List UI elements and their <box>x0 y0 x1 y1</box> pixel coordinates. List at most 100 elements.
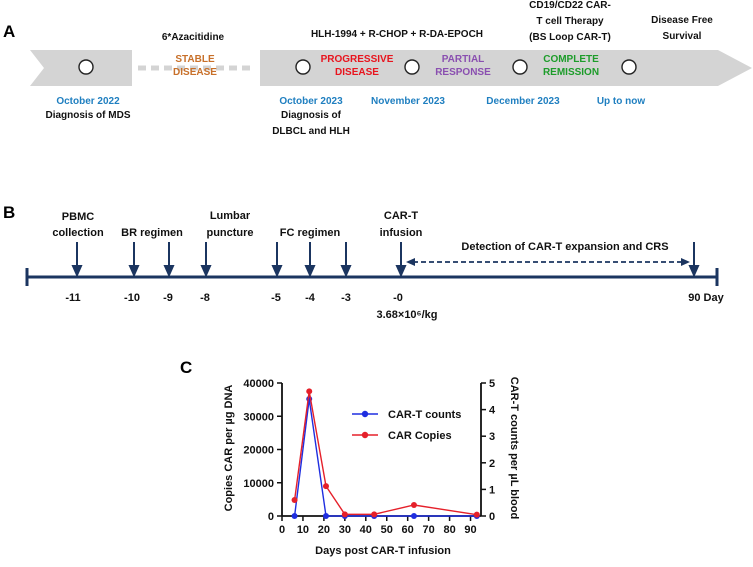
day-label: -3 <box>341 292 351 304</box>
series-point-car-copies <box>291 497 298 504</box>
xtick-label: 30 <box>339 524 351 536</box>
event-date: December 2023 <box>486 96 560 107</box>
series-point-car-t-counts <box>322 513 329 519</box>
xtick-label: 70 <box>423 524 435 536</box>
phase-label-dfs-1: Disease Free <box>651 15 713 26</box>
event-desc: Diagnosis of <box>281 110 342 121</box>
day-label: -0 <box>393 292 403 304</box>
status-complete-2: REMISSION <box>543 67 599 78</box>
event-date: Up to now <box>597 96 646 107</box>
status-progressive-1: PROGRESSIVE <box>321 54 394 65</box>
xtick-label: 0 <box>279 524 285 536</box>
milestone-circle <box>78 59 94 75</box>
xtick-label: 90 <box>464 524 476 536</box>
ytick-label-left: 40000 <box>243 378 274 390</box>
ytick-label-right: 4 <box>489 405 496 417</box>
series-point-car-copies <box>473 511 480 518</box>
panel-b-label: B <box>3 203 15 222</box>
xtick-label: 50 <box>381 524 393 536</box>
phase-label-cart-1: CD19/CD22 CAR- <box>529 0 611 11</box>
xtick-label: 40 <box>360 524 372 536</box>
phase-label-cart-2: T cell Therapy <box>536 16 604 27</box>
step-label-cart-1: CAR-T <box>384 210 418 222</box>
ytick-label-right: 1 <box>489 484 495 496</box>
xtick-label: 20 <box>318 524 330 536</box>
ytick-label-left: 30000 <box>243 411 274 423</box>
day-label: -4 <box>305 292 316 304</box>
panel-c-label: C <box>180 358 192 377</box>
timeline-down-arrowhead <box>340 265 352 278</box>
series-point-car-copies <box>341 511 348 518</box>
timeline-down-arrowhead <box>200 265 212 278</box>
series-point-car-copies <box>371 511 378 518</box>
milestone-circle <box>295 59 311 75</box>
event-date: October 2022 <box>56 96 120 107</box>
series-point-car-copies <box>306 388 313 395</box>
legend-label-cart-counts: CAR-T counts <box>388 409 461 421</box>
detection-arrowhead-right <box>681 258 690 266</box>
status-stable-1: STABLE <box>175 54 215 65</box>
status-progressive-2: DISEASE <box>335 67 379 78</box>
detection-label: Detection of CAR-T expansion and CRS <box>461 241 668 253</box>
step-label-pbmc-2: collection <box>52 227 104 239</box>
series-point-car-copies <box>410 502 417 509</box>
detection-arrowhead-left <box>406 258 415 266</box>
ytick-label-right: 5 <box>489 378 495 390</box>
ytick-label-right: 3 <box>489 431 495 443</box>
chart-ylabel-right: CAR-T counts per µL blood <box>508 377 520 519</box>
status-complete-1: COMPLETE <box>543 54 599 65</box>
event-desc: DLBCL and HLH <box>272 126 350 137</box>
timeline-down-arrowhead <box>304 265 316 278</box>
panel-b: B PBMC collection BR regimen Lumbar punc… <box>3 203 725 321</box>
milestone-circle <box>404 59 420 75</box>
day-label: -10 <box>124 292 140 304</box>
legend-marker-cart-counts <box>361 410 369 418</box>
phase-label-cart-3: (BS Loop CAR-T) <box>529 32 611 43</box>
ytick-label-left: 0 <box>268 511 274 523</box>
timeline-down-arrowhead <box>395 265 407 278</box>
step-label-fc: FC regimen <box>280 227 341 239</box>
day-label: -8 <box>200 292 210 304</box>
xtick-label: 80 <box>443 524 455 536</box>
event-date: November 2023 <box>371 96 445 107</box>
day-label: -9 <box>163 292 173 304</box>
timeline-arrow-main <box>260 50 752 86</box>
legend-marker-car-copies <box>361 431 369 439</box>
status-partial-1: PARTIAL <box>442 54 485 65</box>
step-label-cart-2: infusion <box>380 227 423 239</box>
step-label-lumbar-2: puncture <box>206 227 253 239</box>
dose-label: 3.68×10⁶/kg <box>376 309 437 321</box>
step-label-pbmc-1: PBMC <box>62 211 94 223</box>
phase-label-regimen: HLH-1994 + R-CHOP + R-DA-EPOCH <box>311 29 483 40</box>
series-point-car-t-counts <box>291 513 298 519</box>
panel-a: A 6*Azacitidine HLH-1994 + R-CHOP + R-DA… <box>3 0 752 137</box>
series-point-car-t-counts <box>410 513 417 519</box>
timeline-down-arrowhead <box>128 265 140 278</box>
event-desc: Diagnosis of MDS <box>45 110 130 121</box>
milestone-circle <box>621 59 637 75</box>
series-point-car-copies <box>322 483 329 490</box>
panel-a-label: A <box>3 22 15 41</box>
day-label: -11 <box>65 292 80 304</box>
chart-legend: CAR-T counts CAR Copies <box>352 409 461 442</box>
milestone-circle <box>512 59 528 75</box>
day-label: -5 <box>271 292 281 304</box>
chart-ylabel-left: Copies CAR per µg DNA <box>223 385 235 512</box>
status-partial-2: RESPONSE <box>435 67 491 78</box>
timeline-down-arrowhead <box>271 265 283 278</box>
status-stable-2: DISEASE <box>173 67 217 78</box>
step-label-lumbar-1: Lumbar <box>210 210 251 222</box>
phase-label-azacitidine: 6*Azacitidine <box>162 32 225 43</box>
legend-label-car-copies: CAR Copies <box>388 430 452 442</box>
step-label-br: BR regimen <box>121 227 183 239</box>
ytick-label-right: 2 <box>489 458 495 470</box>
xtick-label: 10 <box>297 524 309 536</box>
timeline-down-arrowhead <box>163 265 175 278</box>
timeline-down-arrowhead <box>71 265 83 278</box>
timeline-down-arrowhead <box>688 265 700 278</box>
ytick-label-right: 0 <box>489 511 495 523</box>
xtick-label: 60 <box>402 524 414 536</box>
phase-label-dfs-2: Survival <box>663 31 702 42</box>
day-label: 90 Day <box>688 292 724 304</box>
